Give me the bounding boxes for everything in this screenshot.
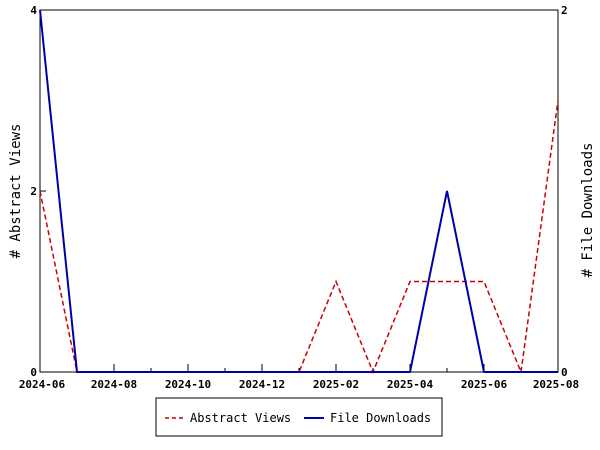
y-axis-title: # Abstract Views [8, 124, 24, 259]
legend-box [155, 397, 443, 437]
y2-axis-title: # File Downloads [580, 143, 596, 278]
y-tick-label: 0 [30, 366, 37, 379]
y-tick-label: 2 [30, 185, 37, 198]
x-tick-label: 2025-08 [533, 378, 579, 391]
series-layer [39, 9, 559, 375]
x-tick-label: 2024-10 [165, 378, 211, 391]
x-tick-label: 2025-02 [313, 378, 359, 391]
y2-tick-label: 0 [561, 366, 568, 379]
y2-tick-label: 2 [561, 4, 568, 17]
x-tick-label: 2024-06 [19, 378, 66, 391]
x-tick-label: 2025-04 [387, 378, 434, 391]
plot-area [39, 9, 559, 373]
x-tick-label: 2025-06 [461, 378, 508, 391]
x-axis: 2024-06 2024-08 2024-10 2024-12 2025-02 2025-… [19, 364, 579, 391]
x-tick-label: 2024-12 [239, 378, 285, 391]
legend: Abstract Views File Downloads [155, 397, 443, 437]
x-tick-label: 2024-08 [91, 378, 137, 391]
y-tick-label: 4 [30, 4, 37, 17]
legend-label-abstract-views: Abstract Views [190, 411, 291, 425]
legend-label-file-downloads: File Downloads [330, 411, 431, 425]
